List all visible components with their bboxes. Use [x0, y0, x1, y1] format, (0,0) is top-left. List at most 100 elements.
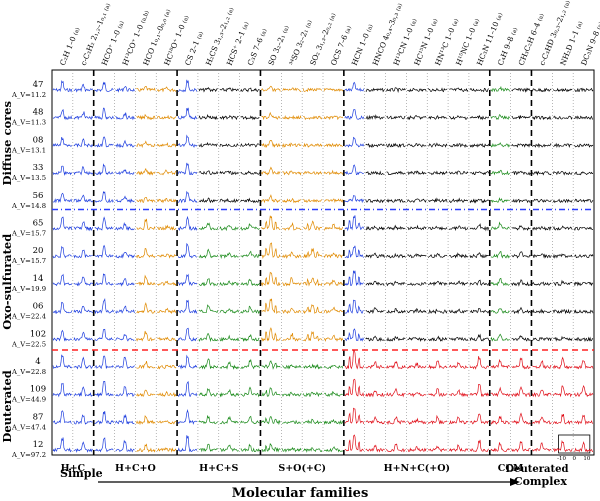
spectrum-line: [73, 414, 93, 425]
spectrum-line: [427, 445, 448, 453]
spectrum-line: [552, 225, 573, 231]
extinction-label: A_V=22.8: [11, 368, 46, 376]
spectrum-line: [303, 115, 323, 121]
spectrum-line: [136, 443, 156, 453]
spectrum-line: [427, 335, 448, 342]
family-labels: H+C H+C+O H+C+S S+O(+C) H+N+C(+O) CCM: [61, 463, 524, 474]
source-id: 56: [33, 191, 44, 201]
spectrum-line: [407, 143, 427, 148]
spectrum-line: [115, 386, 135, 398]
spectrum-line: [240, 386, 260, 398]
spectrum-line: [136, 197, 156, 204]
spectrum-line: [177, 162, 198, 175]
spectrum-line: [302, 391, 323, 398]
spectrum-line: [490, 250, 510, 259]
spectrum-line: [94, 411, 114, 425]
spectrum-row: [52, 378, 594, 398]
spectrum-row: [52, 270, 594, 287]
spectrum-line: [240, 170, 260, 175]
spectrum-line: [386, 280, 406, 287]
spectrum-line: [511, 386, 531, 398]
spectrum-line: [240, 250, 260, 258]
spectrum-line: [94, 328, 114, 341]
spectrum-line: [532, 308, 552, 314]
spectrum-line: [573, 384, 594, 398]
source-id: 47: [33, 80, 44, 90]
spectrum-line: [303, 220, 323, 231]
spectrum-line: [469, 87, 490, 93]
source-id: 48: [33, 108, 44, 118]
spectrum-line: [115, 139, 135, 148]
spectrum-line: [490, 85, 510, 93]
spectrum-line: [282, 197, 302, 204]
spectrum-line: [552, 413, 573, 425]
spectrum-line: [198, 170, 219, 176]
spectrum-line: [448, 225, 469, 232]
spectrum-line: [532, 198, 552, 203]
spectrum-line: [156, 224, 177, 231]
spectrum-line: [240, 358, 260, 370]
spectrum-line: [448, 170, 469, 176]
spectrum-line: [136, 167, 156, 176]
spectrum-line: [219, 308, 239, 314]
source-id: 20: [33, 246, 44, 256]
spectrum-line: [407, 198, 427, 203]
spectrum-line: [469, 333, 490, 342]
spectrum-line: [198, 86, 218, 93]
spectrum-line: [52, 382, 72, 398]
spectrum-line: [407, 114, 427, 121]
spectrum-line: [532, 87, 552, 93]
spectrum-line: [532, 389, 552, 398]
spectrum-line: [511, 87, 531, 93]
spectrum-line: [198, 443, 218, 453]
spectrum-line: [428, 142, 448, 148]
molecule-label: CS 2–1 (a): [183, 30, 205, 67]
spectrum-line: [94, 136, 114, 148]
spectrum-line: [532, 225, 552, 232]
spectrum-line: [532, 142, 552, 149]
spectrum-line: [365, 335, 385, 342]
spectrum-line: [303, 330, 323, 342]
spectrum-line: [323, 364, 344, 370]
spectrum-line: [428, 170, 448, 176]
spectrum-line: [344, 328, 365, 342]
spectrum-line: [469, 198, 490, 204]
spectrum-line: [219, 87, 239, 93]
spectrum-line: [553, 335, 573, 342]
spectrum-line: [428, 308, 448, 315]
spectrum-line: [344, 378, 365, 397]
spectrum-line: [198, 222, 219, 231]
spectrum-line: [344, 215, 365, 232]
spectrum-line: [511, 279, 531, 287]
family-label: H+C: [61, 463, 86, 474]
spectrum-line: [573, 414, 594, 426]
extinction-label: A_V=97.2: [11, 451, 46, 459]
group-label: Diffuse cores: [0, 101, 14, 185]
spectrum-line: [386, 87, 406, 93]
spectrum-line: [469, 223, 490, 232]
spectrum-line: [198, 387, 219, 397]
spectrum-line: [52, 301, 73, 315]
spectrum-line: [365, 361, 385, 370]
spectrum-line: [136, 414, 156, 426]
spectrum-line: [448, 416, 469, 425]
spectrum-line: [73, 305, 93, 314]
spectrum-line: [219, 252, 239, 259]
spectrum-line: [136, 86, 156, 92]
spectrum-line: [115, 413, 135, 425]
spectrum-line: [177, 79, 198, 93]
spectrum-line: [511, 412, 531, 425]
spectrum-line: [157, 307, 177, 315]
spectrum-line: [94, 297, 114, 315]
spectrum-line: [344, 109, 365, 120]
spectrum-line: [219, 198, 239, 203]
spectrum-line: [198, 304, 219, 314]
spectrum-line: [553, 279, 573, 287]
spectrum-line: [532, 115, 552, 121]
spectrum-line: [428, 115, 448, 120]
spectrum-line: [282, 333, 302, 342]
spectrum-line: [156, 197, 177, 204]
spectrum-line: [261, 298, 281, 315]
spectrum-line: [323, 169, 344, 176]
spectrum-line: [302, 170, 323, 176]
